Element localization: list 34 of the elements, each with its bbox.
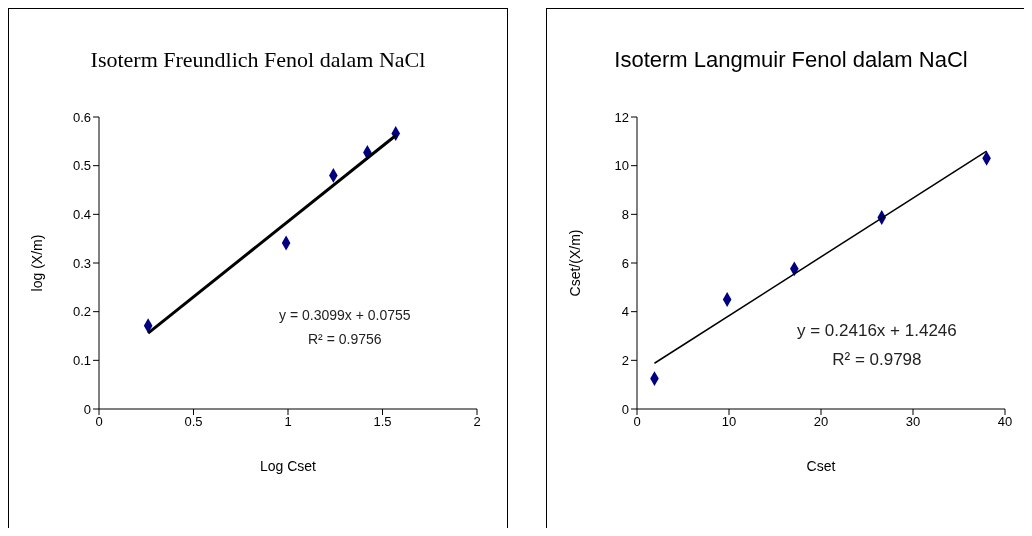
y-tick-label: 4 [621, 304, 629, 320]
y-tick-label: 0 [621, 401, 629, 417]
y-axis-title: log (X/m) [28, 234, 45, 292]
annotation: R² = 0.9798 [831, 348, 923, 371]
x-axis-title: Cset [806, 458, 836, 474]
x-tick-label: 10 [721, 414, 737, 430]
chart-title: Isoterm Langmuir Fenol dalam NaCl [613, 47, 969, 73]
y-tick-label: 0.1 [72, 352, 91, 368]
y-tick-label: 0 [83, 401, 91, 417]
annotation: y = 0.3099x + 0.0755 [279, 306, 411, 325]
x-tick-label: 30 [905, 414, 921, 430]
y-tick-label: 2 [621, 352, 629, 368]
y-tick-label: 10 [614, 158, 629, 174]
y-tick-label: 8 [621, 206, 629, 222]
x-tick-label: 20 [813, 414, 829, 430]
x-axis-title: Log Cset [259, 458, 317, 474]
y-tick-label: 6 [621, 255, 629, 271]
annotation: R² = 0.9756 [307, 329, 383, 349]
y-tick-label: 0.6 [72, 109, 91, 125]
y-tick-label: 12 [614, 109, 629, 125]
y-tick-label: 0.3 [72, 255, 91, 271]
y-tick-label: 0.5 [72, 158, 91, 174]
x-tick-label: 0.5 [184, 414, 203, 430]
x-tick-label: 1 [284, 414, 292, 430]
chart-title: Isoterm Freundlich Fenol dalam NaCl [89, 47, 427, 73]
y-tick-label: 0.4 [72, 206, 91, 222]
y-axis-title: Cset/(X/m) [566, 229, 583, 297]
x-tick-label: 40 [997, 414, 1013, 430]
x-tick-label: 2 [473, 414, 481, 430]
x-tick-label: 0 [95, 414, 103, 430]
y-tick-label: 0.2 [72, 304, 91, 320]
annotation: y = 0.2416x + 1.4246 [797, 320, 957, 342]
x-tick-label: 1.5 [373, 414, 392, 430]
x-tick-label: 0 [633, 414, 641, 430]
